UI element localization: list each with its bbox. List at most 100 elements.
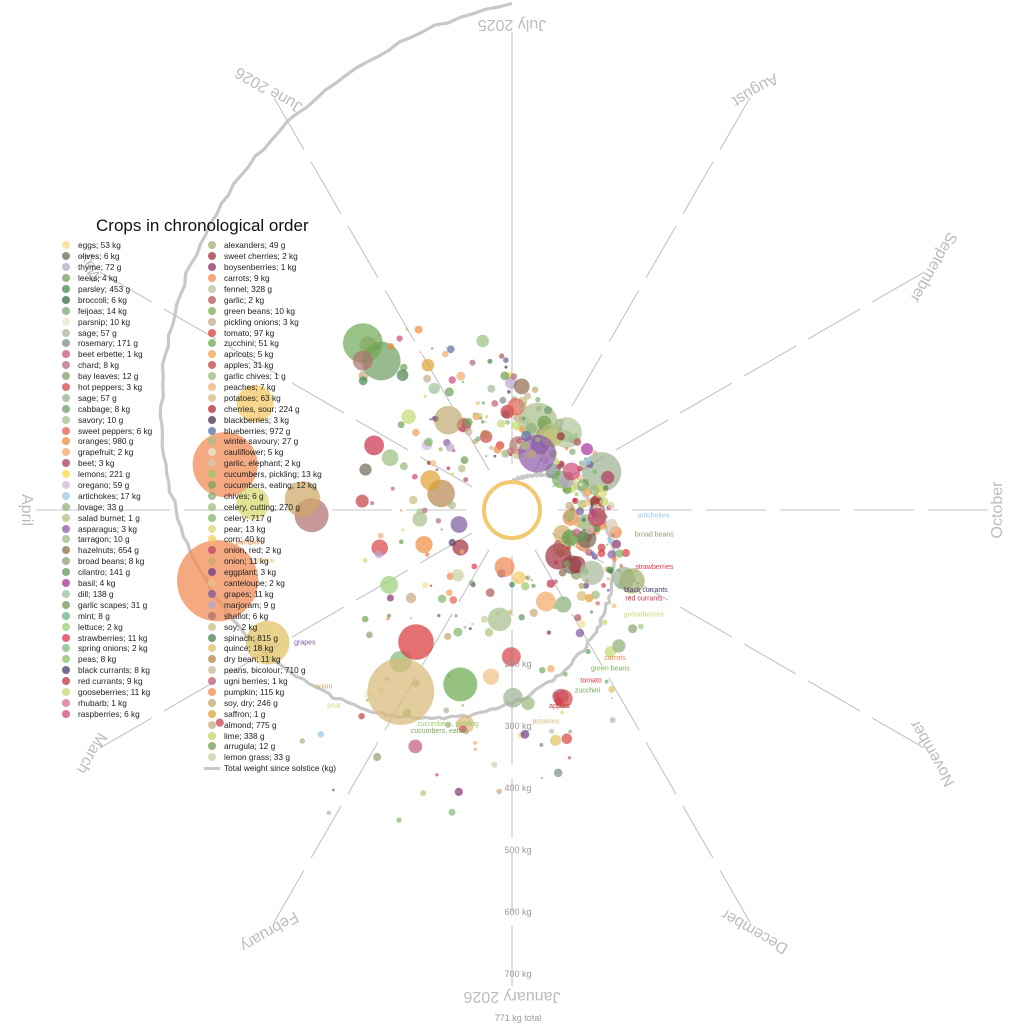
legend-swatch: [208, 720, 216, 729]
legend-label: garlic chives; 1 g: [224, 371, 286, 382]
legend-swatch: [62, 404, 70, 413]
legend-label: marjoram; 9 g: [224, 599, 276, 610]
harvest-point: [364, 435, 384, 456]
harvest-point: [546, 579, 555, 588]
legend-swatch: [208, 644, 216, 653]
legend-item: olives; 6 kg: [62, 251, 208, 262]
legend-label: artichokes; 17 kg: [78, 490, 141, 501]
legend-label: black currants; 8 kg: [78, 665, 150, 676]
harvest-point: [585, 649, 591, 655]
legend-item: leeks; 4 kg: [62, 273, 208, 284]
harvest-point: [563, 671, 568, 677]
legend-item: sage; 57 g: [62, 327, 208, 338]
harvest-point: [611, 603, 617, 609]
harvest-point: [471, 622, 474, 626]
legend-swatch: [62, 535, 70, 544]
harvest-point: [435, 468, 439, 472]
legend-label: ugni berries; 1 kg: [224, 676, 288, 687]
legend-item-total-line: Total weight since solstice (kg): [204, 763, 354, 774]
legend-item: celery; 717 g: [208, 512, 354, 523]
legend-swatch: [208, 622, 216, 631]
harvest-point: [628, 595, 631, 599]
legend-item: thyme; 72 g: [62, 262, 208, 273]
legend-item: onion; 11 kg: [208, 556, 354, 567]
legend-item: pickling onions; 3 kg: [208, 316, 354, 327]
legend-swatch: [208, 383, 216, 392]
legend-item: cucumbers, eating; 12 kg: [208, 480, 354, 491]
harvest-point: [405, 592, 417, 604]
harvest-point: [568, 729, 573, 734]
legend-swatch: [62, 546, 70, 555]
harvest-point: [574, 492, 579, 497]
month-label: April: [18, 494, 35, 526]
harvest-bubble-quince: [245, 620, 290, 665]
legend-swatch: [208, 372, 216, 381]
harvest-point: [399, 462, 408, 471]
harvest-point: [352, 350, 373, 371]
legend-item: ugni berries; 1 kg: [208, 676, 354, 687]
legend-item: boysenberries; 1 kg: [208, 262, 354, 273]
legend-item: savory; 10 g: [62, 414, 208, 425]
legend-label: blackberries; 3 kg: [224, 414, 290, 425]
harvest-point: [442, 350, 449, 358]
harvest-point: [423, 374, 431, 383]
legend-swatch: [208, 731, 216, 740]
harvest-point: [612, 539, 621, 549]
harvest-point: [438, 447, 443, 452]
harvest-point: [592, 469, 598, 475]
harvest-point: [581, 517, 586, 522]
legend-item: peans, bicolour; 710 g: [208, 665, 354, 676]
harvest-point: [521, 696, 535, 710]
radial-tick-label: 500 kg: [504, 845, 531, 855]
legend-swatch: [208, 753, 216, 762]
legend-swatch: [208, 470, 216, 479]
harvest-point: [426, 460, 432, 465]
legend-label: dry bean; 11 kg: [224, 654, 281, 665]
radial-axis-ticks: 200 kg 300 kg 400 kg 500 kg 600 kg 700 kg 771 …: [495, 659, 542, 1023]
legend-swatch: [208, 600, 216, 609]
harvest-point: [589, 484, 600, 496]
harvest-point: [513, 413, 522, 423]
harvest-point: [480, 429, 490, 439]
month-spoke: [551, 532, 927, 750]
harvest-point: [536, 591, 556, 612]
legend-item: onion, red; 2 kg: [208, 545, 354, 556]
legend-item: dry bean; 11 kg: [208, 654, 354, 665]
harvest-point: [565, 501, 574, 510]
legend-swatch: [208, 306, 216, 315]
harvest-point: [459, 549, 465, 555]
month-label: October: [989, 481, 1006, 539]
legend-swatch: [208, 633, 216, 642]
harvest-point: [494, 557, 515, 577]
harvest-point: [554, 689, 573, 708]
harvest-point: [470, 582, 476, 588]
harvest-point: [605, 543, 609, 546]
harvest-bubble-potatoes: [367, 658, 435, 725]
legend-label: peans, bicolour; 710 g: [224, 665, 306, 676]
legend-swatch: [62, 513, 70, 522]
harvest-point: [511, 421, 521, 430]
harvest-point: [411, 473, 418, 480]
legend-item: garlic scapes; 31 g: [62, 599, 208, 610]
harvest-point: [531, 583, 536, 588]
harvest-point: [582, 498, 591, 507]
legend-swatch: [208, 535, 216, 544]
legend-item: almond; 775 g: [208, 719, 354, 730]
harvest-point: [435, 518, 442, 524]
legend-item: winter savoury; 27 g: [208, 436, 354, 447]
harvest-point: [572, 497, 579, 504]
harvest-point: [444, 387, 454, 397]
harvest-point: [590, 496, 600, 505]
harvest-point: [580, 491, 583, 494]
legend-item: chives; 6 g: [208, 490, 354, 501]
legend-label: celery; 717 g: [224, 512, 272, 523]
harvest-point: [365, 698, 369, 703]
month-spoke: [534, 95, 752, 471]
harvest-point: [587, 507, 607, 527]
legend-swatch: [208, 687, 216, 696]
harvest-point: [558, 568, 567, 577]
harvest-point: [595, 601, 601, 606]
legend-item: bay leaves; 12 g: [62, 371, 208, 382]
harvest-point: [501, 647, 521, 667]
legend-swatch: [62, 655, 70, 664]
